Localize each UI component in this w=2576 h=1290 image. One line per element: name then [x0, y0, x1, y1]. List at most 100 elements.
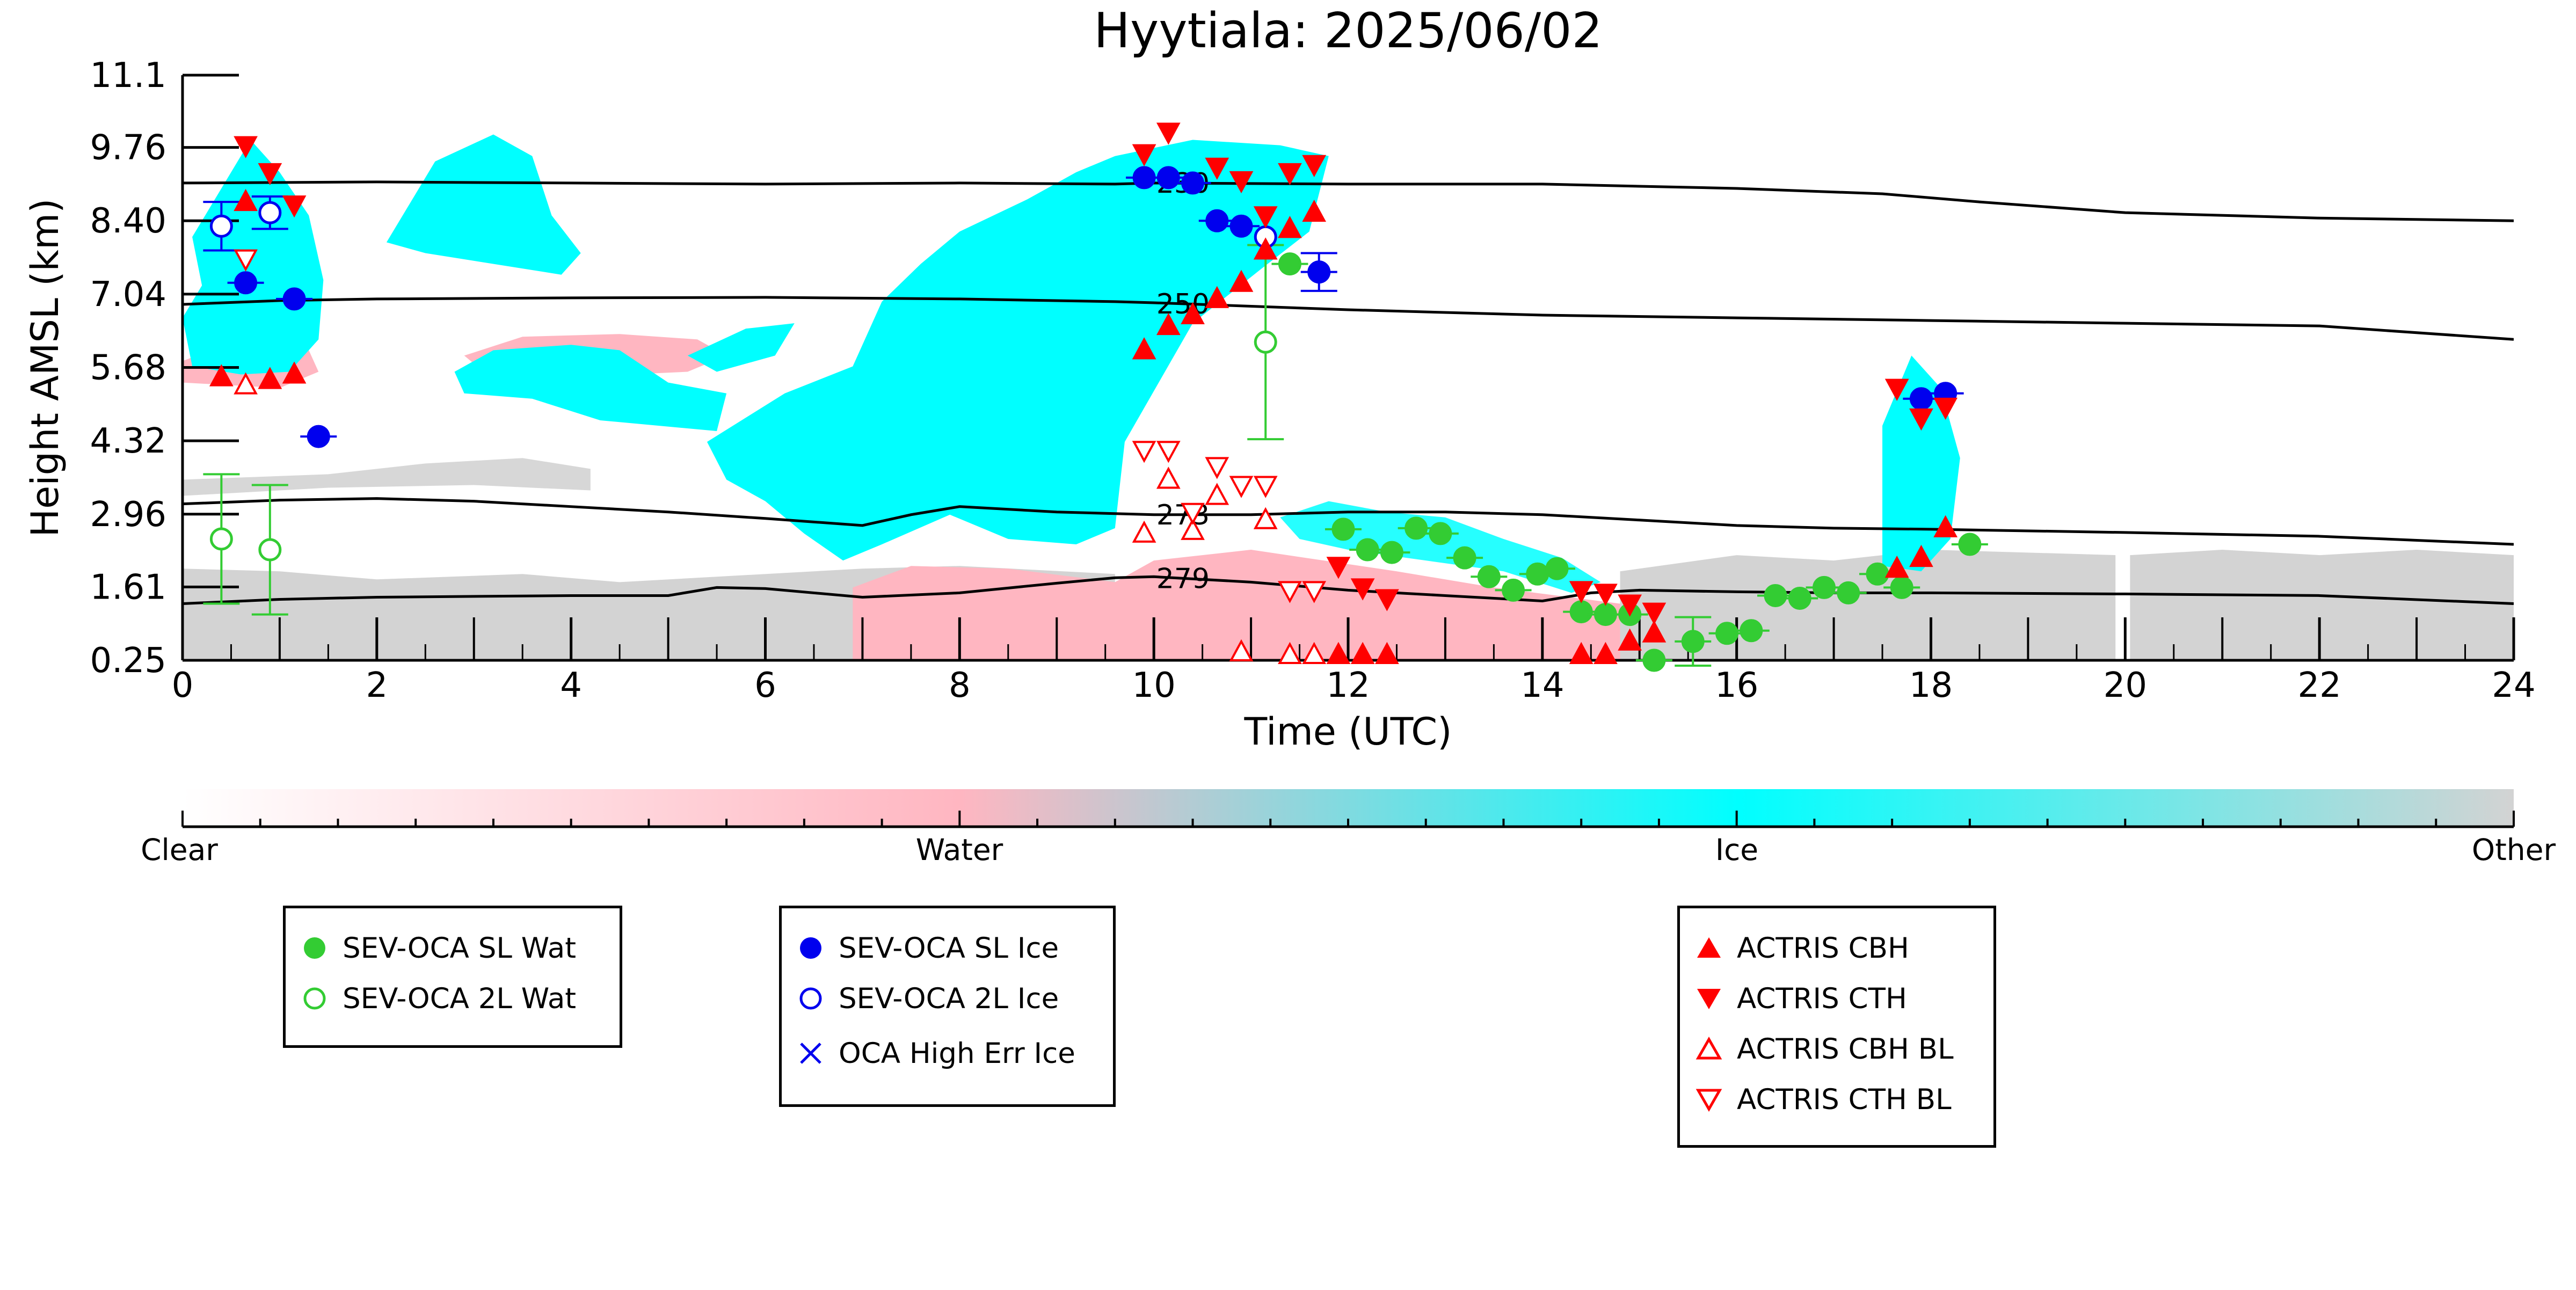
other-region — [183, 458, 591, 496]
chart-title: Hyytiala: 2025/06/02 — [1094, 3, 1602, 59]
filled-circle-icon — [304, 937, 325, 959]
actris-cbh-marker — [282, 361, 307, 384]
actris-cth-marker — [1618, 594, 1642, 617]
actris-cth-bl-marker — [1229, 476, 1254, 498]
x-tick-label: 14 — [1520, 666, 1564, 705]
ice-region — [687, 323, 795, 372]
sev-oca-sl-ice-marker — [282, 287, 306, 311]
x-tick-label: 20 — [2104, 666, 2147, 705]
sev-oca-sl-wat-marker — [1788, 586, 1811, 610]
actris-cbh-marker — [1326, 642, 1351, 664]
sev-oca-sl-wat-marker — [1681, 630, 1705, 653]
actris-cth-marker — [1132, 144, 1156, 166]
legend-label: OCA High Err Ice — [839, 1037, 1075, 1070]
actris-cbh-bl-marker — [1156, 467, 1181, 489]
x-tick-label: 10 — [1132, 666, 1175, 705]
actris-cth-marker — [282, 195, 307, 218]
sev-oca-sl-ice-marker — [234, 271, 258, 295]
legend-item-actris-cbh-bl: ACTRIS CBH BL — [1694, 1032, 1954, 1066]
isotherm-230 — [183, 180, 2514, 222]
y-tick-label: 1.61 — [90, 567, 167, 607]
actris-cbh-marker — [1302, 199, 1327, 222]
open-circle-icon — [799, 987, 822, 1010]
actris-cth-marker — [1326, 557, 1351, 579]
x-axis-label: Time (UTC) — [1244, 710, 1452, 754]
x-tick-label: 24 — [2492, 666, 2535, 705]
actris-cbh-marker — [1375, 642, 1399, 664]
sev-oca-sl-wat-marker — [1405, 516, 1428, 540]
actris-cbh-marker — [1229, 269, 1254, 292]
actris-cth-bl-marker — [1205, 457, 1229, 479]
actris-cth-marker — [1909, 408, 1933, 431]
sev-oca-sl-ice-marker — [1156, 166, 1180, 190]
legend-label: SEV-OCA SL Wat — [343, 931, 576, 965]
y-tick-label: 9.76 — [90, 128, 167, 168]
sev-oca-sl-wat-marker — [1642, 648, 1666, 672]
x-tick-label: 22 — [2297, 666, 2341, 705]
sev-oca-sl-ice-marker — [1181, 171, 1205, 195]
axes-layer: 2302502732790246810121416182022240.251.6… — [90, 56, 2536, 705]
colorbar-label-water: Water — [916, 833, 1003, 867]
actris-cbh-marker — [209, 364, 234, 387]
legend-label: SEV-OCA 2L Ice — [839, 982, 1059, 1015]
y-tick-label: 2.96 — [90, 495, 167, 535]
actris-cbh-marker — [1181, 302, 1205, 325]
actris-cbh-bl-marker — [1181, 518, 1205, 540]
actris-cth-marker — [1933, 397, 1958, 420]
actris-cbh-marker — [1350, 642, 1375, 664]
sev-oca-sl-wat-marker — [1453, 546, 1476, 570]
isotherm-label: 250 — [1156, 288, 1210, 320]
ice-region — [454, 345, 727, 432]
legend-label: ACTRIS CBH — [1737, 931, 1909, 965]
x-tick-label: 0 — [172, 666, 194, 705]
y-tick-label: 8.40 — [90, 201, 167, 241]
sev-oca-sl-wat-marker — [1890, 575, 1913, 599]
actris-cth-bl-marker — [1181, 502, 1205, 525]
sev-oca-sl-wat-marker — [1764, 584, 1787, 607]
sev-oca-2l-ice-marker — [209, 214, 233, 238]
legend-actris: ACTRIS CBH ACTRIS CTH ACTRIS CBH BL ACTR… — [1677, 906, 1996, 1148]
x-tick-label: 4 — [560, 666, 582, 705]
legend-item-sev-ocas-sl-wat: SEV-OCA SL Wat — [300, 931, 576, 965]
legend-item-sev-ocas-sl-ice: SEV-OCA SL Ice — [796, 932, 1059, 965]
legend-sev-water: SEV-OCA SL Wat SEV-OCA 2L Wat — [283, 906, 622, 1048]
legend-label: SEV-OCA 2L Wat — [343, 982, 577, 1015]
actris-cth-marker — [1569, 581, 1593, 603]
actris-cbh-marker — [234, 188, 258, 212]
actris-cbh-marker — [258, 367, 282, 389]
legend-label: ACTRIS CBH BL — [1737, 1032, 1954, 1066]
filled-circle-icon — [800, 937, 821, 959]
sev-oca-sl-wat-marker — [1380, 541, 1403, 564]
actris-cth-marker — [1884, 378, 1909, 401]
colorbar: Clear Water Ice Other — [141, 789, 2556, 867]
sev-oca-sl-ice-marker — [1229, 214, 1253, 238]
y-tick-label: 11.1 — [90, 56, 167, 96]
open-triangle-up-icon — [1695, 1036, 1722, 1060]
actris-cth-marker — [1205, 157, 1229, 180]
actris-cbh-marker — [1278, 216, 1302, 238]
sev-oca-sl-wat-marker — [1331, 518, 1355, 541]
sev-oca-sl-wat-marker — [1715, 622, 1739, 645]
isotherm-273 — [183, 497, 2514, 546]
sev-oca-sl-wat-marker — [1812, 575, 1836, 599]
actris-cbh-marker — [1618, 628, 1642, 651]
x-tick-label: 18 — [1909, 666, 1953, 705]
actris-cth-bl-marker — [1302, 581, 1327, 603]
actris-cbh-bl-marker — [1253, 507, 1278, 529]
y-tick-label: 5.68 — [90, 348, 167, 388]
legend-item-actris-cbh: ACTRIS CBH — [1694, 931, 1909, 965]
sev-oca-sl-wat-marker — [1477, 565, 1501, 588]
sev-oca-2l-wat-marker — [1254, 330, 1277, 354]
x-tick-label: 12 — [1326, 666, 1370, 705]
y-axis-label: Height AMSL (km) — [23, 199, 67, 537]
isotherm-250 — [183, 296, 2514, 341]
other-region — [2130, 550, 2514, 660]
actris-cbh-marker — [1933, 515, 1958, 537]
sev-oca-sl-wat-marker — [1278, 252, 1301, 276]
sev-oca-sl-wat-marker — [1502, 578, 1525, 602]
colorbar-label-ice: Ice — [1715, 833, 1758, 867]
colorbar-ticks — [181, 811, 2515, 827]
y-tick-label: 7.04 — [90, 275, 167, 315]
